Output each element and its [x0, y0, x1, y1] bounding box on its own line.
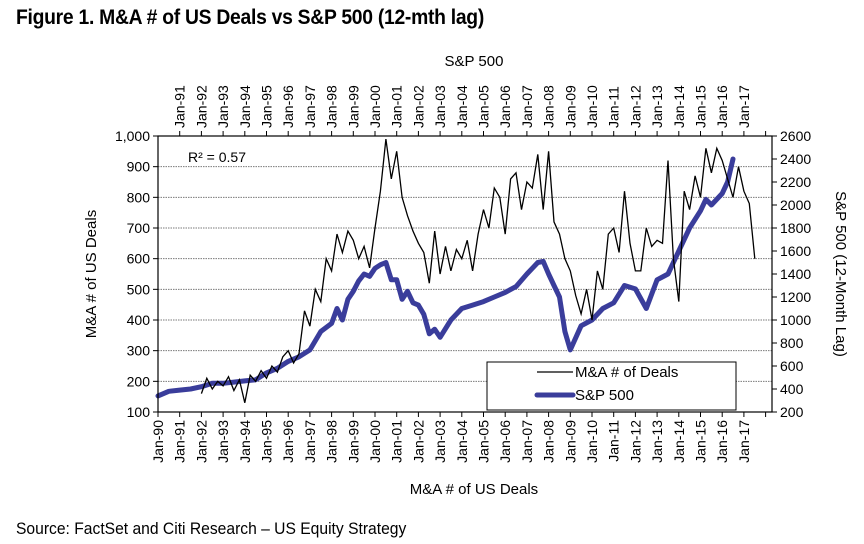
right-tick-label: 400 — [780, 381, 804, 397]
bottom-tick-label: Jan-03 — [432, 420, 448, 463]
right-tick-label: 1600 — [780, 243, 811, 259]
right-tick-label: 1400 — [780, 266, 811, 282]
top-tick-label: Jan-93 — [215, 85, 231, 128]
top-tick-label: Jan-02 — [410, 85, 426, 128]
legend-box — [486, 361, 737, 411]
legend-ma-label: M&A # of Deals — [575, 364, 678, 381]
right-tick-label: 1800 — [780, 220, 811, 236]
top-tick-label: Jan-04 — [454, 85, 470, 128]
legend: M&A # of Deals S&P 500 — [486, 361, 737, 411]
top-tick-label: Jan-00 — [367, 85, 383, 128]
bottom-tick-label: Jan-99 — [345, 420, 361, 463]
top-tick-label: Jan-10 — [584, 85, 600, 128]
top-tick-label: Jan-98 — [324, 85, 340, 128]
right-tick-label: 600 — [780, 358, 804, 374]
bottom-tick-label: Jan-15 — [693, 420, 709, 463]
ma-deals-line — [200, 139, 756, 403]
bottom-tick-label: Jan-04 — [454, 420, 470, 463]
left-tick-label: 400 — [127, 312, 151, 328]
source-note: Source: FactSet and Citi Research – US E… — [16, 519, 407, 538]
left-tick-label: 800 — [127, 189, 151, 205]
bottom-tick-label: Jan-92 — [193, 420, 209, 463]
top-tick-label: Jan-91 — [172, 85, 188, 128]
left-tick-label: 700 — [127, 220, 151, 236]
bottom-tick-label: Jan-07 — [519, 420, 535, 463]
right-tick-label: 2200 — [780, 174, 811, 190]
top-tick-label: Jan-09 — [562, 85, 578, 128]
left-axis-title: M&A # of US Deals — [83, 210, 100, 338]
r-squared-annotation: R² = 0.57 — [188, 149, 246, 165]
bottom-tick-label: Jan-11 — [606, 420, 622, 462]
top-tick-label: Jan-14 — [671, 85, 687, 128]
top-tick-label: Jan-17 — [736, 85, 752, 128]
top-tick-label: Jan-06 — [497, 85, 513, 128]
figure-title: Figure 1. M&A # of US Deals vs S&P 500 (… — [16, 6, 484, 29]
right-tick-label: 1000 — [780, 312, 811, 328]
right-tick-label: 2600 — [780, 128, 811, 144]
bottom-tick-label: Jan-13 — [649, 420, 665, 463]
top-tick-label: Jan-92 — [193, 85, 209, 128]
top-tick-label: Jan-05 — [476, 85, 492, 128]
top-tick-label: Jan-01 — [389, 85, 405, 128]
bottom-tick-label: Jan-09 — [562, 420, 578, 463]
top-axis-title: S&P 500 — [445, 53, 504, 70]
top-tick-label: Jan-96 — [280, 85, 296, 128]
bottom-tick-label: Jan-17 — [736, 420, 752, 463]
bottom-tick-label: Jan-93 — [215, 420, 231, 463]
bottom-tick-label: Jan-97 — [302, 420, 318, 463]
right-tick-label: 2400 — [780, 151, 811, 167]
right-tick-label: 2000 — [780, 197, 811, 213]
bottom-tick-label: Jan-94 — [237, 420, 253, 463]
top-tick-label: Jan-16 — [714, 85, 730, 128]
bottom-tick-label: Jan-06 — [497, 420, 513, 463]
left-tick-label: 300 — [127, 343, 151, 359]
right-tick-label: 200 — [780, 404, 804, 420]
bottom-axis-title: M&A # of US Deals — [410, 481, 538, 498]
bottom-tick-label: Jan-95 — [259, 420, 275, 463]
top-tick-label: Jan-08 — [541, 85, 557, 128]
right-tick-label: 800 — [780, 335, 804, 351]
bottom-tick-label: Jan-02 — [410, 420, 426, 463]
top-tick-label: Jan-99 — [345, 85, 361, 128]
bottom-tick-label: Jan-10 — [584, 420, 600, 463]
top-tick-label: Jan-95 — [259, 85, 275, 128]
left-tick-label: 900 — [127, 159, 151, 175]
legend-spx-label: S&P 500 — [575, 387, 634, 404]
top-tick-label: Jan-94 — [237, 85, 253, 128]
ma-deals-series — [200, 139, 756, 403]
bottom-tick-label: Jan-96 — [280, 420, 296, 463]
top-tick-label: Jan-15 — [693, 85, 709, 128]
top-axis: Jan-91 Jan-92 Jan-93 Jan-94 Jan-95 Jan-96 Jan-… — [172, 85, 767, 136]
top-tick-label: Jan-97 — [302, 85, 318, 128]
left-tick-label: 600 — [127, 251, 151, 267]
right-tick-label: 1200 — [780, 289, 811, 305]
bottom-tick-label: Jan-14 — [671, 420, 687, 463]
left-axis: 100 200 300 400 500 600 700 800 900 1,000 — [115, 128, 158, 420]
left-tick-label: 100 — [127, 404, 151, 420]
bottom-tick-label: Jan-98 — [324, 420, 340, 463]
top-tick-label: Jan-13 — [649, 85, 665, 128]
bottom-tick-label: Jan-90 — [150, 420, 166, 463]
sp500-line — [155, 156, 736, 399]
bottom-tick-label: Jan-16 — [714, 420, 730, 463]
left-tick-label: 500 — [127, 281, 151, 297]
top-tick-label: Jan-03 — [432, 85, 448, 128]
bottom-tick-label: Jan-00 — [367, 420, 383, 463]
sp500-series — [155, 156, 736, 399]
top-tick-label: Jan-07 — [519, 85, 535, 128]
bottom-tick-label: Jan-05 — [476, 420, 492, 463]
left-tick-label: 200 — [127, 373, 151, 389]
right-axis: 200 400 600 800 1000 1200 1400 1600 1800 2000 2200… — [772, 128, 811, 420]
top-tick-label: Jan-12 — [627, 85, 643, 128]
right-axis-title: S&P 500 (12-Month Lag) — [832, 191, 849, 357]
bottom-tick-label: Jan-01 — [389, 420, 405, 463]
bottom-tick-label: Jan-91 — [172, 420, 188, 463]
left-tick-label: 1,000 — [115, 128, 150, 144]
top-tick-label: Jan-11 — [606, 86, 622, 128]
bottom-axis: Jan-90 Jan-91 Jan-92 Jan-93 Jan-94 Jan-95 Jan-… — [150, 412, 767, 463]
bottom-tick-label: Jan-12 — [627, 420, 643, 463]
bottom-tick-label: Jan-08 — [541, 420, 557, 463]
